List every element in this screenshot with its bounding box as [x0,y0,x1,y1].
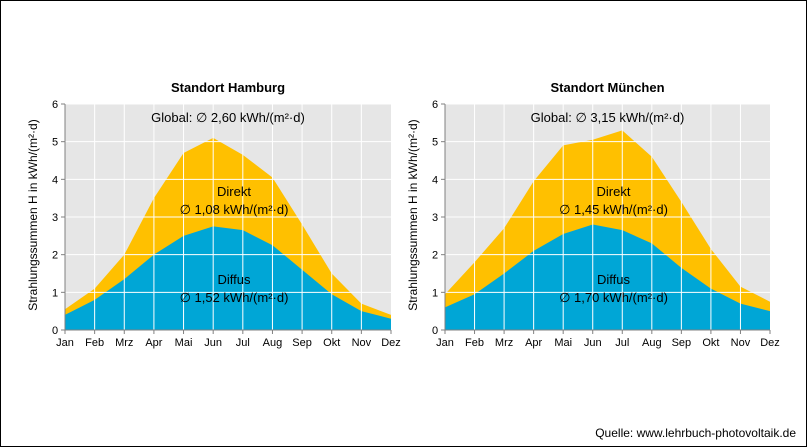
x-tick-label: Mrz [115,337,133,349]
y-axis-label: Strahlungssummen H in kWh/(m²·d) [26,119,40,310]
y-tick-label: 3 [432,212,438,224]
diffuse-label: Diffus [218,272,251,287]
gridlines [65,103,391,330]
x-tick-label: Jan [56,337,74,349]
diffuse-value: ∅ 1,70 kWh/(m²·d) [559,290,668,305]
x-tick-label: Jun [584,337,602,349]
chart-title: Standort Hamburg [171,80,285,95]
diffuse-area [445,224,770,330]
direct-value: ∅ 1,45 kWh/(m²·d) [559,202,668,217]
y-tick-label: 4 [52,174,58,186]
y-tick-label: 6 [52,99,58,111]
y-tick-label: 4 [432,174,438,186]
direct-label: Direkt [597,184,631,199]
x-tick-label: Nov [352,337,372,349]
diffuse-label: Diffus [597,272,630,287]
x-tick-label: Sep [292,337,312,349]
x-tick-label: Jul [615,337,629,349]
direct-label: Direkt [217,184,251,199]
chart-1: 0 1 2 3 4 5 6 Jan Feb Mrz Apr Mai Jun Jul Aug Sep Okt Nov… [406,80,780,349]
x-tick-label: Nov [731,337,751,349]
global-annotation: Global: ∅ 2,60 kWh/(m²·d) [151,110,305,125]
y-tick-label: 6 [432,99,438,111]
y-tick-label: 1 [52,287,58,299]
x-tick-label: Jan [436,337,454,349]
x-tick-label: Okt [702,337,719,349]
x-tick-label: Apr [145,337,162,349]
y-tick-label: 0 [52,325,58,337]
x-tick-label: Mai [554,337,572,349]
diffuse-value: ∅ 1,52 kWh/(m²·d) [180,290,289,305]
global-annotation: Global: ∅ 3,15 kWh/(m²·d) [531,110,685,125]
x-tick-label: Jul [236,337,250,349]
y-tick-label: 1 [432,287,438,299]
source-credit: Quelle: www.lehrbuch-photovoltaik.de [595,426,796,440]
x-tick-label: Sep [672,337,692,349]
y-tick-label: 2 [432,250,438,262]
x-tick-label: Mrz [495,337,513,349]
y-tick-label: 3 [52,212,58,224]
chart-0: 0 1 2 3 4 5 6 Jan Feb Mrz Apr Mai Jun Jul Aug Sep Okt Nov… [26,80,401,349]
x-tick-label: Dez [381,337,401,349]
gridlines [445,103,770,330]
y-tick-label: 0 [432,325,438,337]
diffuse-area [65,226,391,330]
x-tick-label: Apr [525,337,542,349]
y-tick-label: 5 [52,137,58,149]
x-tick-label: Dez [760,337,780,349]
x-tick-label: Okt [323,337,340,349]
x-tick-label: Jun [204,337,222,349]
x-tick-label: Mai [175,337,193,349]
chart-title: Standort München [550,80,664,95]
y-tick-label: 2 [52,250,58,262]
x-tick-label: Feb [85,337,104,349]
y-axis-label: Strahlungssummen H in kWh/(m²·d) [406,119,420,310]
direct-value: ∅ 1,08 kWh/(m²·d) [180,202,289,217]
x-tick-label: Aug [263,337,283,349]
x-tick-label: Aug [642,337,662,349]
y-tick-label: 5 [432,137,438,149]
x-tick-label: Feb [465,337,484,349]
